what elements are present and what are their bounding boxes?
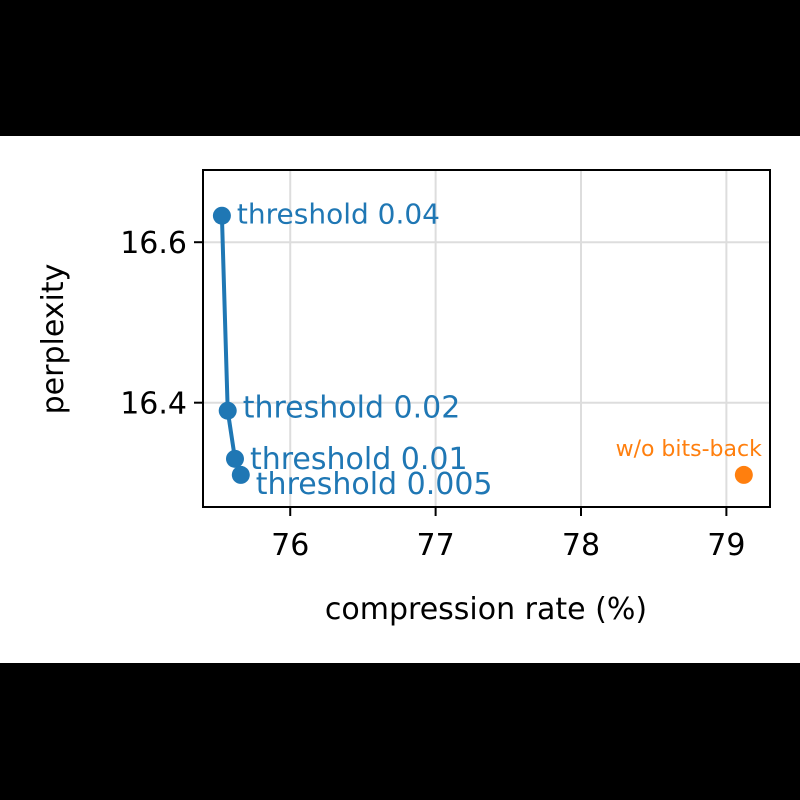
y-axis-label: perplexity bbox=[36, 264, 71, 415]
y-tick-label: 16.6 bbox=[120, 226, 187, 261]
x-tick-label: 76 bbox=[271, 528, 309, 563]
figure: threshold 0.04 threshold 0.02 threshold 0.… bbox=[0, 136, 800, 663]
x-tick-label: 77 bbox=[417, 528, 455, 563]
data-point bbox=[212, 206, 231, 225]
grid bbox=[203, 170, 770, 507]
x-axis-label: compression rate (%) bbox=[325, 592, 647, 627]
x-tick-label: 78 bbox=[562, 528, 600, 563]
x-tick-label: 79 bbox=[707, 528, 745, 563]
y-tick-label: 16.4 bbox=[120, 387, 187, 422]
data-point bbox=[231, 465, 250, 484]
point-label: w/o bits-back bbox=[616, 437, 763, 462]
series-line bbox=[219, 215, 243, 476]
data-point bbox=[218, 401, 237, 420]
data-point bbox=[225, 449, 244, 468]
data-point bbox=[734, 465, 753, 484]
plot-frame bbox=[202, 169, 771, 508]
point-label: threshold 0.005 bbox=[256, 467, 493, 502]
point-label: threshold 0.02 bbox=[243, 391, 461, 426]
point-label: threshold 0.04 bbox=[237, 198, 440, 231]
annotations: threshold 0.04 threshold 0.02 threshold 0.… bbox=[237, 198, 762, 502]
point-label: threshold 0.01 bbox=[250, 442, 468, 477]
chart: threshold 0.04 threshold 0.02 threshold 0.… bbox=[36, 169, 771, 627]
ticks: 76 77 78 79 16.4 16.6 bbox=[120, 226, 745, 563]
series-layer bbox=[212, 206, 753, 484]
